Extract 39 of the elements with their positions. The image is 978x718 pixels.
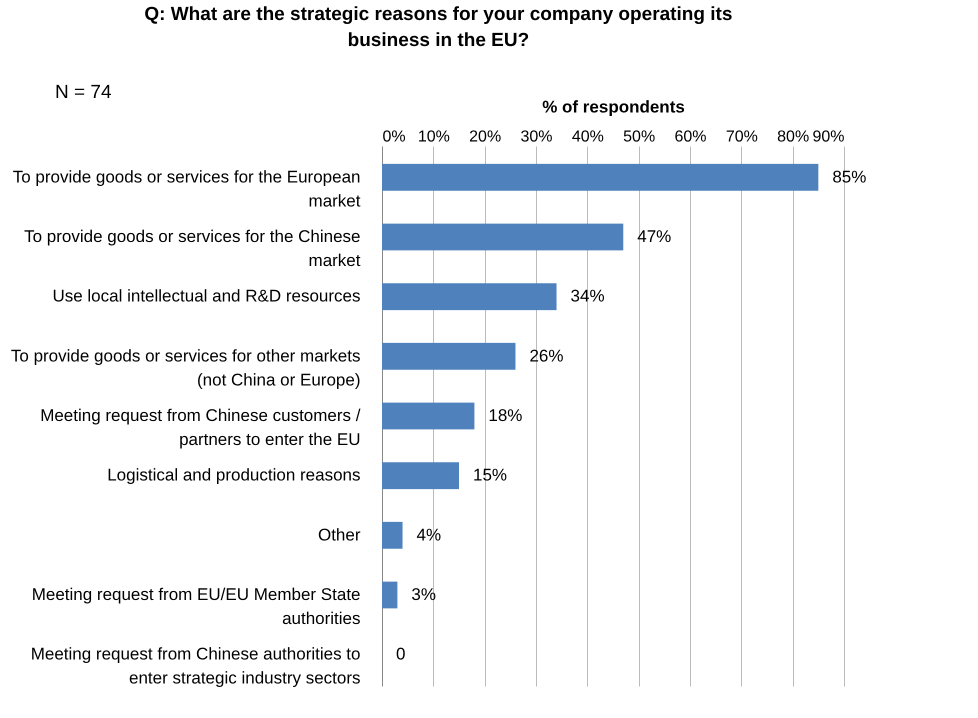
x-tick-label: 20% bbox=[469, 128, 502, 146]
y-tick-label: Other bbox=[318, 525, 361, 544]
x-tick-label: 70% bbox=[726, 128, 758, 146]
data-label: 0 bbox=[396, 644, 406, 664]
x-axis-title: % of respondents bbox=[542, 98, 685, 116]
x-tick-label: 10% bbox=[418, 128, 450, 146]
x-tick-label: 90% bbox=[812, 128, 844, 146]
bar bbox=[382, 224, 624, 250]
y-tick-label: Meeting request from Chinese customers / partners to enter the EU bbox=[40, 406, 361, 449]
data-label: 85% bbox=[832, 167, 866, 186]
data-label: 4% bbox=[416, 525, 442, 544]
bar bbox=[382, 402, 474, 430]
data-label: 3% bbox=[411, 585, 436, 604]
data-label: 47% bbox=[637, 226, 672, 246]
y-tick-label: Meeting request from Chinese authorities to enter strategic industry sectors bbox=[30, 644, 360, 688]
y-tick-label: Use local intellectual and R&D resources bbox=[52, 286, 360, 306]
x-tick-label: 40% bbox=[572, 128, 604, 146]
data-label: 34% bbox=[570, 286, 605, 306]
sample-size-note: N = 74 bbox=[55, 82, 112, 104]
bar bbox=[382, 283, 557, 310]
x-tick-label: 50% bbox=[623, 128, 656, 146]
y-tick-label: To provide goods or services for other markets (not China or Europe) bbox=[10, 346, 360, 390]
y-tick-label: Meeting request from EU/EU Member State authorities bbox=[32, 585, 360, 628]
bar bbox=[382, 342, 516, 370]
bar bbox=[382, 462, 459, 490]
data-label: 26% bbox=[529, 346, 564, 366]
x-tick-label: 80% bbox=[777, 128, 810, 146]
y-tick-label: To provide goods or services for the Chinese market bbox=[24, 226, 361, 270]
y-tick-label: Logistical and production reasons bbox=[107, 466, 360, 485]
bar bbox=[382, 582, 398, 608]
data-label: 18% bbox=[488, 406, 522, 425]
y-tick-label: To provide goods or services for the European market bbox=[12, 167, 361, 210]
bar bbox=[382, 164, 818, 191]
chart-title: Q: What are the strategic reasons for your company operating its business in the EU? bbox=[144, 4, 732, 51]
x-tick-label: 60% bbox=[674, 128, 707, 146]
bar bbox=[382, 522, 403, 549]
x-tick-label: 30% bbox=[520, 128, 553, 146]
data-label: 15% bbox=[473, 466, 508, 485]
x-tick-label: 0% bbox=[382, 128, 406, 146]
